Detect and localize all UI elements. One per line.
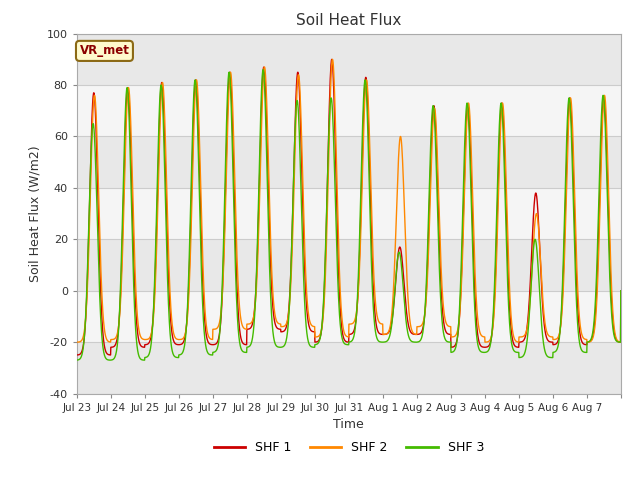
Bar: [77, 188, 621, 240]
Bar: [77, 291, 621, 342]
Bar: [77, 240, 621, 291]
Title: Soil Heat Flux: Soil Heat Flux: [296, 13, 401, 28]
X-axis label: Time: Time: [333, 418, 364, 431]
Bar: [77, 85, 621, 136]
Bar: [77, 342, 621, 394]
Bar: [77, 34, 621, 85]
Y-axis label: Soil Heat Flux (W/m2): Soil Heat Flux (W/m2): [28, 145, 41, 282]
Text: VR_met: VR_met: [79, 44, 129, 58]
Bar: [77, 136, 621, 188]
Legend: SHF 1, SHF 2, SHF 3: SHF 1, SHF 2, SHF 3: [209, 436, 489, 459]
